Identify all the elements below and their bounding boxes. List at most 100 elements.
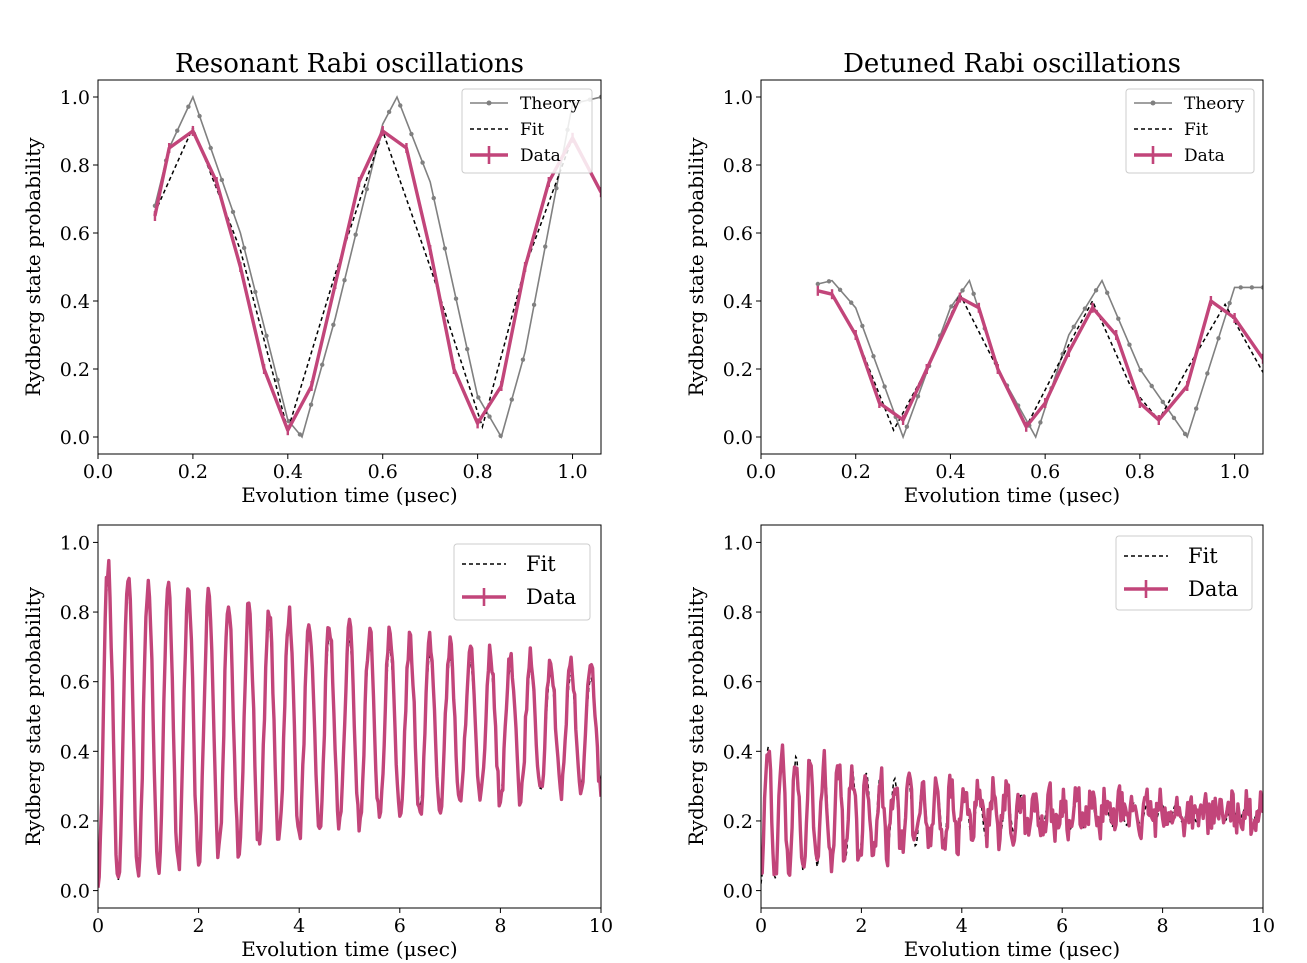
y-tick-label: 0.0 (60, 427, 90, 449)
y-tick-label: 0.8 (60, 155, 90, 177)
theory-marker (543, 244, 548, 249)
theory-marker (253, 289, 258, 295)
y-tick-label: 1.0 (723, 87, 753, 109)
theory-marker (398, 103, 403, 108)
y-tick-label: 0.4 (60, 291, 90, 313)
legend: Theory Fit Data (1125, 88, 1255, 174)
y-tick-label: 0.6 (723, 672, 753, 694)
theory-marker (1149, 383, 1154, 389)
legend-box (1115, 535, 1253, 611)
theory-marker (353, 232, 358, 237)
legend-label: Data (526, 585, 576, 609)
theory-marker (409, 131, 414, 137)
theory-marker (949, 304, 954, 309)
theory-line (154, 94, 601, 440)
theory-marker (1138, 367, 1143, 373)
x-tick-label: 0.6 (1030, 461, 1060, 483)
legend: Theory Fit Data (461, 88, 593, 174)
theory-marker (971, 291, 976, 297)
y-tick-label: 1.0 (60, 532, 90, 554)
y-tick-label: 0.4 (60, 741, 90, 763)
theory-marker (1238, 285, 1243, 290)
chart-title: Detuned Rabi oscillations (843, 49, 1181, 79)
x-tick-label: 1.0 (557, 461, 587, 483)
legend-label: Theory (1184, 94, 1245, 114)
theory-marker (509, 397, 514, 402)
theory-marker (531, 302, 537, 308)
y-tick-label: 0.2 (60, 359, 90, 381)
x-axis-label: Evolution time (μsec) (904, 483, 1120, 507)
legend-box (461, 88, 593, 174)
legend-marker-theory (486, 100, 492, 106)
plot-area (761, 743, 1263, 884)
legend-box (1125, 88, 1255, 174)
theory-marker (826, 279, 832, 284)
y-tick-label: 1.0 (723, 532, 753, 554)
theory-marker (342, 278, 347, 283)
chart-panel-resonant_short: 0.0 0.2 0.4 0.6 0.8 1.0 0.0 0.2 0.4 0.6 0.8 1.0 Evol… (21, 49, 602, 507)
theory-line (817, 278, 1263, 440)
x-tick-label: 8 (1157, 915, 1169, 937)
plot-area (98, 558, 601, 888)
data-line (817, 289, 1263, 429)
y-tick-label: 0.6 (723, 223, 753, 245)
theory-marker (364, 186, 370, 192)
x-tick-label: 0.8 (1125, 461, 1155, 483)
legend-box (453, 543, 591, 621)
y-tick-label: 0.8 (723, 602, 753, 624)
theory-marker (186, 104, 191, 109)
theory-marker (297, 432, 303, 437)
x-axis-label: Evolution time (μsec) (241, 483, 457, 507)
theory-marker (1116, 316, 1121, 321)
data-line (98, 558, 601, 888)
theory-marker (1182, 431, 1188, 437)
chart-title: Resonant Rabi oscillations (175, 49, 524, 79)
theory-marker (598, 94, 601, 100)
y-tick-label: 0.6 (60, 672, 90, 694)
theory-marker (1082, 306, 1088, 311)
y-tick-label: 0.0 (723, 427, 753, 449)
x-tick-label: 0 (755, 915, 767, 937)
y-tick-label: 0.2 (723, 811, 753, 833)
x-tick-label: 0.2 (841, 461, 871, 483)
theory-marker (453, 296, 459, 301)
theory-marker (849, 300, 854, 305)
theory-marker (208, 145, 213, 151)
theory-marker (197, 113, 202, 119)
theory-marker (219, 177, 225, 183)
y-tick-label: 0.4 (723, 291, 753, 313)
theory-marker (431, 195, 436, 201)
theory-marker (308, 402, 314, 407)
x-tick-label: 0.0 (83, 461, 113, 483)
y-tick-label: 0.2 (723, 359, 753, 381)
y-tick-label: 0.0 (60, 881, 90, 903)
legend: Fit Data (453, 543, 591, 621)
x-tick-label: 10 (1251, 915, 1275, 937)
theory-marker (498, 433, 503, 438)
legend-label: Fit (1188, 544, 1218, 568)
legend-label: Fit (1184, 120, 1208, 140)
theory-marker (331, 322, 336, 327)
theory-marker (264, 333, 269, 339)
legend-label: Data (1188, 577, 1238, 601)
theory-marker (286, 418, 291, 424)
theory-marker (386, 109, 392, 115)
legend-label: Fit (520, 120, 544, 140)
theory-marker (871, 354, 876, 359)
theory-marker (320, 362, 325, 367)
theory-marker (860, 323, 865, 329)
data-line (761, 743, 1263, 877)
x-axis-label: Evolution time (μsec) (241, 937, 457, 961)
theory-marker (1205, 371, 1210, 376)
x-tick-label: 6 (1056, 915, 1068, 937)
chart-panel-detuned_short: 0.0 0.2 0.4 0.6 0.8 1.0 0.0 0.2 0.4 0.6 0.8 1.0 Evol… (684, 49, 1264, 507)
theory-marker (1093, 288, 1099, 293)
legend-label: Fit (526, 552, 556, 576)
theory-marker (1260, 285, 1263, 290)
axes-frame (97, 524, 602, 909)
theory-marker (815, 281, 821, 287)
theory-marker (420, 160, 425, 165)
axes-frame (760, 524, 1264, 909)
theory-marker (1216, 336, 1221, 341)
